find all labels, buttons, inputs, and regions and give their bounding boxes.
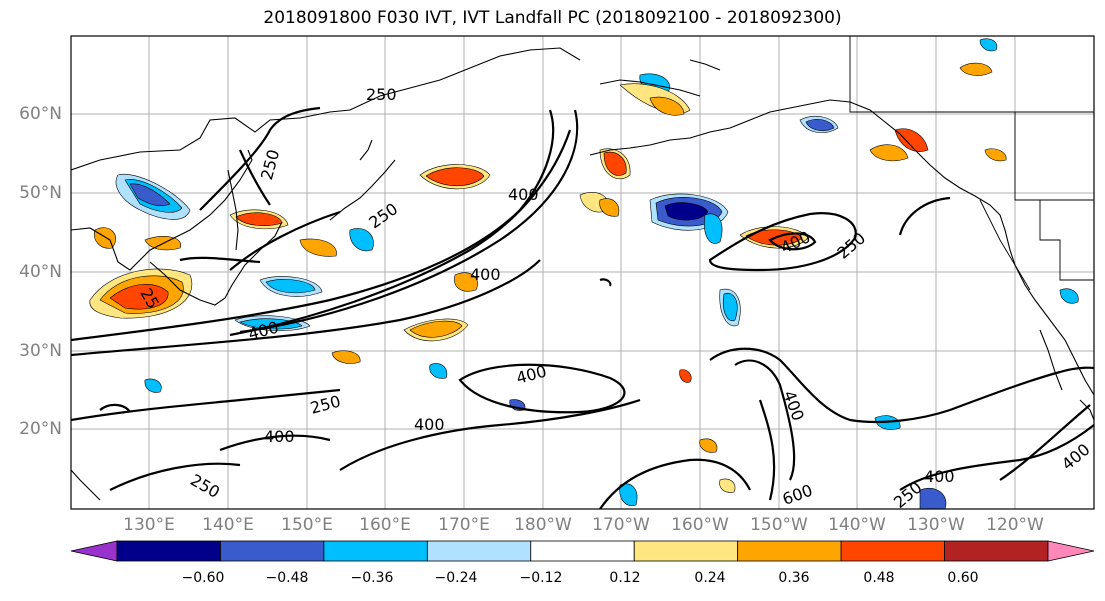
- contour-label: 250: [365, 199, 401, 232]
- lon-label: 160°E: [359, 515, 411, 535]
- ivt-shading: [89, 38, 1079, 509]
- gridlines: [71, 36, 1094, 509]
- lon-label: 150°E: [281, 515, 333, 535]
- figure-title: 2018091800 F030 IVT, IVT Landfall PC (20…: [263, 8, 842, 28]
- colorbar-segment: [737, 540, 842, 562]
- contour-label: 400: [508, 185, 539, 204]
- colorbar-segment: [530, 540, 635, 562]
- contour-label: 400: [780, 388, 808, 423]
- contour-label: 400: [264, 427, 295, 446]
- colorbar-segment: [633, 540, 739, 562]
- colorbar-tick-label: 0.60: [947, 570, 979, 586]
- contour-label: 250: [308, 392, 342, 418]
- map-frame: [70, 35, 1095, 510]
- colorbar-tick-label: 0.24: [694, 570, 726, 586]
- colorbar-tick-label: −0.24: [434, 570, 478, 586]
- lon-label: 150°W: [750, 515, 808, 535]
- lon-label: 130°E: [123, 515, 175, 535]
- colorbar-segment: [116, 540, 221, 562]
- colorbar-segment: [944, 540, 1049, 562]
- colorbar-tick-label: 0.12: [609, 570, 641, 586]
- colorbar-tick-label: −0.12: [519, 570, 563, 586]
- lon-label: 140°E: [202, 515, 254, 535]
- colorbar: [70, 540, 1095, 562]
- lat-label: 30°N: [19, 341, 62, 361]
- contour-label: 250: [257, 147, 283, 181]
- colorbar-segment: [220, 540, 325, 562]
- colorbar-extend-high: [1047, 540, 1095, 562]
- lat-label: 60°N: [19, 104, 62, 124]
- lon-label: 140°W: [828, 515, 886, 535]
- lat-label: 40°N: [19, 262, 62, 282]
- lon-label: 180°W: [514, 515, 572, 535]
- lon-label: 130°W: [907, 515, 965, 535]
- contour-label: 250: [366, 85, 397, 104]
- lon-label: 120°W: [986, 515, 1044, 535]
- colorbar-tick-label: −0.60: [181, 570, 225, 586]
- colorbar-segment: [840, 540, 945, 562]
- lat-label: 50°N: [19, 183, 62, 203]
- colorbar-segment: [426, 540, 532, 562]
- colorbar-segment: [323, 540, 428, 562]
- contour-label: 400: [470, 265, 501, 284]
- lon-label: 160°W: [671, 515, 729, 535]
- colorbar-tick-label: 0.48: [863, 570, 895, 586]
- contour-label: 400: [414, 415, 445, 434]
- coastlines: [71, 47, 1094, 501]
- contour-label: 250: [187, 470, 223, 502]
- contour-label: 400: [924, 467, 955, 486]
- lat-label: 20°N: [19, 419, 62, 439]
- colorbar-tick-label: 0.36: [778, 570, 810, 586]
- lon-label: 170°W: [592, 515, 650, 535]
- colorbar-tick-label: −0.48: [265, 570, 309, 586]
- contour-label: 600: [780, 481, 815, 509]
- ivt-contours: [71, 106, 1094, 509]
- colorbar-extend-low: [70, 540, 118, 562]
- contour-label: 250: [833, 228, 869, 262]
- lon-label: 170°E: [438, 515, 490, 535]
- borders: [849, 36, 1094, 291]
- colorbar-tick-label: −0.36: [350, 570, 394, 586]
